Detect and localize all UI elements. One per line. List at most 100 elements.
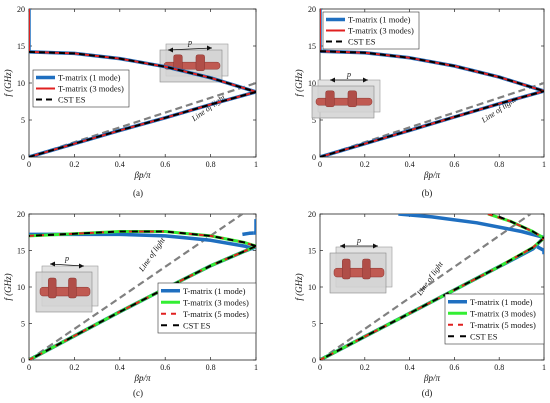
series-line-3-segment-1 [320,50,544,93]
y-tick-label: 5 [312,116,316,125]
legend: T-matrix (1 mode)T-matrix (3 modes)CST E… [322,11,420,50]
x-tick-label: 0.6 [449,363,459,372]
x-tick-label: 1 [542,363,546,372]
periodic-structure-icon [35,265,99,313]
y-tick-label: 10 [308,283,316,292]
x-tick-label: 0.8 [206,363,216,372]
series-line-4-segment-1 [29,230,256,248]
y-axis-label: f (GHz) [3,273,13,300]
y-tick-label: 10 [17,283,25,292]
x-tick-label: 0.8 [206,160,216,169]
series-line-1-segment-2 [253,219,256,235]
y-tick-label: 5 [21,116,25,125]
period-label: p [346,70,351,79]
period-arrow [49,263,85,267]
x-tick-label: 0.8 [494,363,504,372]
y-tick-label: 5 [21,320,25,329]
x-tick-label: 0.2 [360,363,370,372]
x-axis-label: βp/π [134,373,151,383]
x-tick-label: 0.8 [494,160,504,169]
series-line-3-segment-2 [320,90,544,157]
series-line-2-segment-3 [29,90,256,157]
x-tick-label: 0.6 [160,160,170,169]
period-arrow [167,47,213,51]
x-tick-label: 0 [318,160,322,169]
y-axis-label: f (GHz) [3,69,13,96]
x-tick-label: 0.4 [115,363,125,372]
periodic-structure-icon [311,79,381,119]
series-line-1-segment-3 [242,231,254,237]
y-tick-label: 0 [312,153,316,162]
legend-entry: T-matrix (3 modes) [348,26,414,36]
x-tick-label: 0 [318,363,322,372]
series-line-3-segment-1 [29,50,256,93]
panel-caption: (a) [133,188,143,198]
light-line-label: Line of light [414,259,445,298]
legend: T-matrix (1 mode)T-matrix (3 modes) T-mat… [157,282,257,334]
legend-entry: T-matrix (3 modes) [58,84,124,94]
legend-entry: T-matrix (1 mode) [183,286,246,296]
y-tick-label: 20 [308,210,316,219]
legend-entry: T-matrix (3 modes) [470,308,536,318]
period-label: p [64,254,69,263]
x-tick-label: 0.6 [160,363,170,372]
legend-entry: CST ES [470,331,498,341]
x-tick-label: 0.2 [69,363,79,372]
x-tick-label: 1 [254,160,258,169]
period-label: p [356,236,361,245]
y-tick-label: 10 [17,79,25,88]
x-tick-label: 0 [27,363,31,372]
light-line-label: Line of light [136,235,167,274]
legend-entry: T-matrix (1 mode) [58,73,121,83]
x-tick-label: 0.4 [115,160,125,169]
series-line-4-segment-1 [492,214,544,239]
x-axis-label: βp/π [134,170,151,180]
y-tick-label: 5 [312,320,316,329]
y-tick-label: 20 [17,210,25,219]
y-tick-label: 15 [17,42,25,51]
panel-caption: (d) [422,388,433,398]
y-tick-label: 15 [308,247,316,256]
y-tick-label: 0 [21,356,25,365]
x-tick-label: 0.2 [360,160,370,169]
legend: T-matrix (1 mode)T-matrix (3 modes) T-mat… [444,293,545,345]
y-axis-label: f (GHz) [294,273,304,300]
light-line [320,214,532,360]
legend-entry: CST ES [348,37,376,47]
x-tick-label: 0 [27,160,31,169]
y-tick-label: 15 [308,42,316,51]
x-tick-label: 0.4 [405,363,415,372]
series-line-1-segment-2 [536,245,544,255]
legend-entry: CST ES [183,320,211,330]
x-axis-label: βp/π [423,170,440,180]
panel-caption: (c) [133,388,143,398]
series-line-1-segment-1 [398,214,544,240]
legend-entry: T-matrix (5 modes) [470,320,536,330]
x-tick-label: 0.4 [405,160,415,169]
y-tick-label: 0 [21,153,25,162]
x-tick-label: 0.2 [69,160,79,169]
panel-caption: (b) [422,188,433,198]
legend-entry: T-matrix (3 modes) [183,297,249,307]
legend-entry: T-matrix (1 mode) [470,297,533,307]
x-tick-label: 1 [254,363,258,372]
series-line-4-segment-2 [320,237,544,360]
y-tick-label: 0 [312,356,316,365]
y-axis-label: f (GHz) [294,69,304,96]
x-axis-label: βp/π [423,373,440,383]
y-tick-label: 20 [308,5,316,14]
periodic-structure-icon [329,246,393,294]
y-tick-label: 20 [17,5,25,14]
y-tick-label: 15 [17,247,25,256]
x-tick-label: 0.6 [449,160,459,169]
period-label: p [187,38,192,47]
x-tick-label: 1 [542,160,546,169]
legend-entry: T-matrix (5 modes) [183,309,249,319]
legend-entry: CST ES [58,95,86,105]
legend-entry: T-matrix (1 mode) [348,15,411,25]
